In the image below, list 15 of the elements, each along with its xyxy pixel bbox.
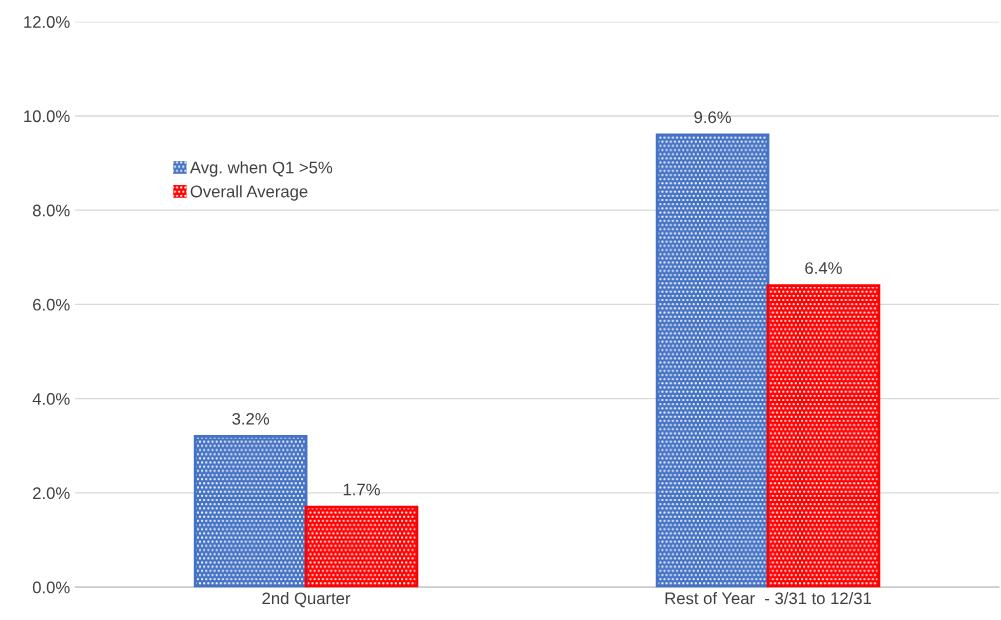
data-label: 6.4% xyxy=(805,262,842,274)
x-tick-label: 2nd Quarter xyxy=(262,592,351,608)
y-tick-label: 4.0% xyxy=(32,393,70,405)
data-label: 9.6% xyxy=(694,111,731,124)
y-tick-label: 2.0% xyxy=(33,487,70,500)
y-tick-label: 10.0% xyxy=(24,110,70,123)
legend-label: Avg. when Q1 >5% xyxy=(189,161,333,177)
y-tick-label: 0.0% xyxy=(32,581,70,594)
data-label: 1.7% xyxy=(343,483,380,496)
y-tick-label: 8.0% xyxy=(32,204,70,217)
y-tick-label: 6.0% xyxy=(33,298,70,311)
data-label: 3.2% xyxy=(232,412,270,425)
x-tick-label: Rest of Year - 3/31 to 12/31 xyxy=(665,592,871,605)
legend-label: Overall Average xyxy=(190,185,308,201)
y-tick-label: 12.0% xyxy=(24,16,70,28)
